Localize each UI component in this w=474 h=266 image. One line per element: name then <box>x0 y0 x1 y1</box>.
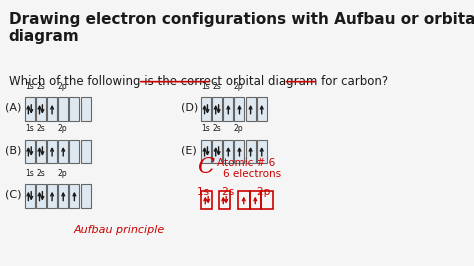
FancyBboxPatch shape <box>201 97 211 121</box>
Text: Aufbau principle: Aufbau principle <box>73 225 164 235</box>
FancyBboxPatch shape <box>257 97 267 121</box>
Text: Atomic # 6: Atomic # 6 <box>217 158 275 168</box>
FancyBboxPatch shape <box>36 184 46 208</box>
Text: 2p: 2p <box>57 124 67 133</box>
FancyBboxPatch shape <box>47 140 57 163</box>
Text: Drawing electron configurations with Aufbau or orbital
diagram: Drawing electron configurations with Auf… <box>9 12 474 44</box>
FancyBboxPatch shape <box>212 140 222 163</box>
Text: 2p: 2p <box>234 124 243 133</box>
FancyBboxPatch shape <box>235 140 245 163</box>
Text: 2p: 2p <box>234 82 243 91</box>
Text: 1s: 1s <box>26 169 34 178</box>
FancyBboxPatch shape <box>223 140 233 163</box>
Text: (D): (D) <box>181 103 199 113</box>
FancyBboxPatch shape <box>36 140 46 163</box>
FancyBboxPatch shape <box>201 140 211 163</box>
FancyBboxPatch shape <box>257 140 267 163</box>
Text: (B): (B) <box>5 145 21 155</box>
Text: 2s: 2s <box>213 124 221 133</box>
FancyBboxPatch shape <box>81 184 91 208</box>
FancyBboxPatch shape <box>25 140 35 163</box>
FancyBboxPatch shape <box>69 97 80 121</box>
Text: 2s: 2s <box>36 82 46 91</box>
Text: (C): (C) <box>5 190 21 200</box>
Text: 2p: 2p <box>57 169 67 178</box>
Text: 1s: 1s <box>26 82 34 91</box>
FancyBboxPatch shape <box>246 140 255 163</box>
Text: 1s: 1s <box>201 124 210 133</box>
Text: (E): (E) <box>181 145 197 155</box>
FancyBboxPatch shape <box>47 184 57 208</box>
Text: 6 electrons: 6 electrons <box>223 169 281 179</box>
Text: 1s    2s       2p: 1s 2s 2p <box>197 187 271 197</box>
FancyBboxPatch shape <box>58 97 68 121</box>
Text: (A): (A) <box>5 103 21 113</box>
FancyBboxPatch shape <box>36 97 46 121</box>
FancyBboxPatch shape <box>25 97 35 121</box>
FancyBboxPatch shape <box>58 140 68 163</box>
FancyBboxPatch shape <box>58 184 68 208</box>
FancyBboxPatch shape <box>223 97 233 121</box>
FancyBboxPatch shape <box>81 140 91 163</box>
FancyBboxPatch shape <box>69 140 80 163</box>
Text: Which of the following is the correct orbital diagram for carbon?: Which of the following is the correct or… <box>9 75 388 88</box>
FancyBboxPatch shape <box>246 97 255 121</box>
Text: 2s: 2s <box>213 82 221 91</box>
FancyBboxPatch shape <box>235 97 245 121</box>
Text: 2s: 2s <box>36 169 46 178</box>
Text: 1s: 1s <box>201 82 210 91</box>
Text: C: C <box>197 156 214 178</box>
FancyBboxPatch shape <box>25 184 35 208</box>
FancyBboxPatch shape <box>81 97 91 121</box>
Text: 1s: 1s <box>26 124 34 133</box>
FancyBboxPatch shape <box>212 97 222 121</box>
Text: 2s: 2s <box>36 124 46 133</box>
Text: 2p: 2p <box>57 82 67 91</box>
FancyBboxPatch shape <box>69 184 80 208</box>
FancyBboxPatch shape <box>47 97 57 121</box>
